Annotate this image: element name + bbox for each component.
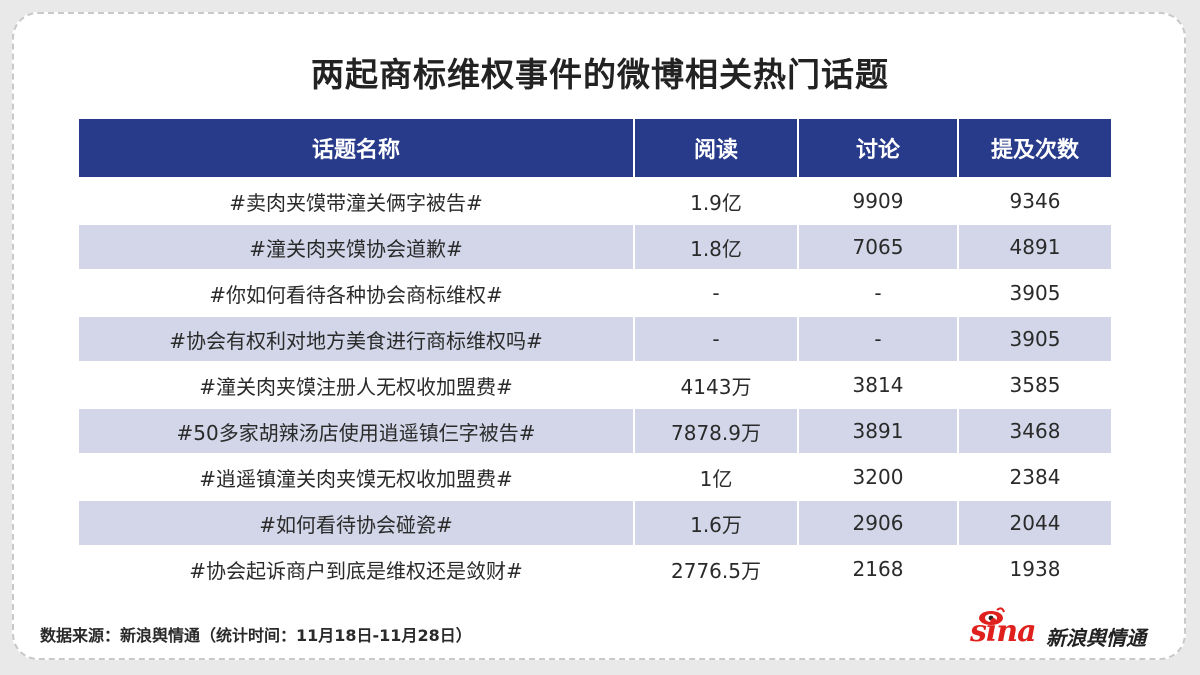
cell-topic: #协会有权利对地方美食进行商标维权吗# — [79, 315, 635, 361]
cell-discussions: 3200 — [799, 453, 959, 499]
cell-mentions: 2384 — [959, 453, 1111, 499]
cell-reads: 1.9亿 — [635, 177, 799, 223]
header-discussions: 讨论 — [799, 119, 959, 177]
cell-reads: - — [635, 315, 799, 361]
cell-mentions: 3585 — [959, 361, 1111, 407]
cell-reads: 7878.9万 — [635, 407, 799, 453]
cell-reads: 1亿 — [635, 453, 799, 499]
cell-reads: 2776.5万 — [635, 545, 799, 591]
cell-discussions: 7065 — [799, 223, 959, 269]
header-reads: 阅读 — [635, 119, 799, 177]
cell-discussions: 2906 — [799, 499, 959, 545]
cell-topic: #50多家胡辣汤店使用逍遥镇仨字被告# — [79, 407, 635, 453]
cell-mentions: 2044 — [959, 499, 1111, 545]
cell-mentions: 3468 — [959, 407, 1111, 453]
header-topic: 话题名称 — [79, 119, 635, 177]
table-header-row: 话题名称 阅读 讨论 提及次数 — [79, 119, 1111, 177]
table-row: #逍遥镇潼关肉夹馍无权收加盟费# 1亿 3200 2384 — [79, 453, 1111, 499]
cell-mentions: 9346 — [959, 177, 1111, 223]
sina-yuqingtong-logo: sina 新浪舆情通 — [970, 604, 1170, 650]
sina-eye-icon — [979, 607, 1005, 625]
table-row: #协会有权利对地方美食进行商标维权吗# - - 3905 — [79, 315, 1111, 361]
cell-topic: #潼关肉夹馍协会道歉# — [79, 223, 635, 269]
table-row: #卖肉夹馍带潼关俩字被告# 1.9亿 9909 9346 — [79, 177, 1111, 223]
cell-mentions: 4891 — [959, 223, 1111, 269]
cell-topic: #逍遥镇潼关肉夹馍无权收加盟费# — [79, 453, 635, 499]
product-name: 新浪舆情通 — [1046, 626, 1146, 650]
cell-topic: #如何看待协会碰瓷# — [79, 499, 635, 545]
cell-discussions: 3891 — [799, 407, 959, 453]
table-row: #潼关肉夹馍协会道歉# 1.8亿 7065 4891 — [79, 223, 1111, 269]
sina-wordmark: sina — [970, 614, 1037, 649]
cell-reads: 1.8亿 — [635, 223, 799, 269]
hot-topics-table: 话题名称 阅读 讨论 提及次数 #卖肉夹馍带潼关俩字被告# 1.9亿 9909 … — [79, 119, 1111, 591]
cell-discussions: 2168 — [799, 545, 959, 591]
table-row: #潼关肉夹馍注册人无权收加盟费# 4143万 3814 3585 — [79, 361, 1111, 407]
table-row: #如何看待协会碰瓷# 1.6万 2906 2044 — [79, 499, 1111, 545]
cell-discussions: 3814 — [799, 361, 959, 407]
cell-topic: #卖肉夹馍带潼关俩字被告# — [79, 177, 635, 223]
data-source-note: 数据来源：新浪舆情通（统计时间：11月18日-11月28日） — [40, 626, 472, 645]
table-row: #你如何看待各种协会商标维权# - - 3905 — [79, 269, 1111, 315]
cell-mentions: 1938 — [959, 545, 1111, 591]
cell-topic: #你如何看待各种协会商标维权# — [79, 269, 635, 315]
page-title: 两起商标维权事件的微博相关热门话题 — [311, 55, 889, 94]
cell-discussions: - — [799, 315, 959, 361]
cell-reads: 1.6万 — [635, 499, 799, 545]
cell-discussions: - — [799, 269, 959, 315]
cell-mentions: 3905 — [959, 269, 1111, 315]
table-row: #协会起诉商户到底是维权还是敛财# 2776.5万 2168 1938 — [79, 545, 1111, 591]
cell-mentions: 3905 — [959, 315, 1111, 361]
cell-topic: #协会起诉商户到底是维权还是敛财# — [79, 545, 635, 591]
cell-reads: 4143万 — [635, 361, 799, 407]
cell-reads: - — [635, 269, 799, 315]
cell-topic: #潼关肉夹馍注册人无权收加盟费# — [79, 361, 635, 407]
table-row: #50多家胡辣汤店使用逍遥镇仨字被告# 7878.9万 3891 3468 — [79, 407, 1111, 453]
header-mentions: 提及次数 — [959, 119, 1111, 177]
cell-discussions: 9909 — [799, 177, 959, 223]
